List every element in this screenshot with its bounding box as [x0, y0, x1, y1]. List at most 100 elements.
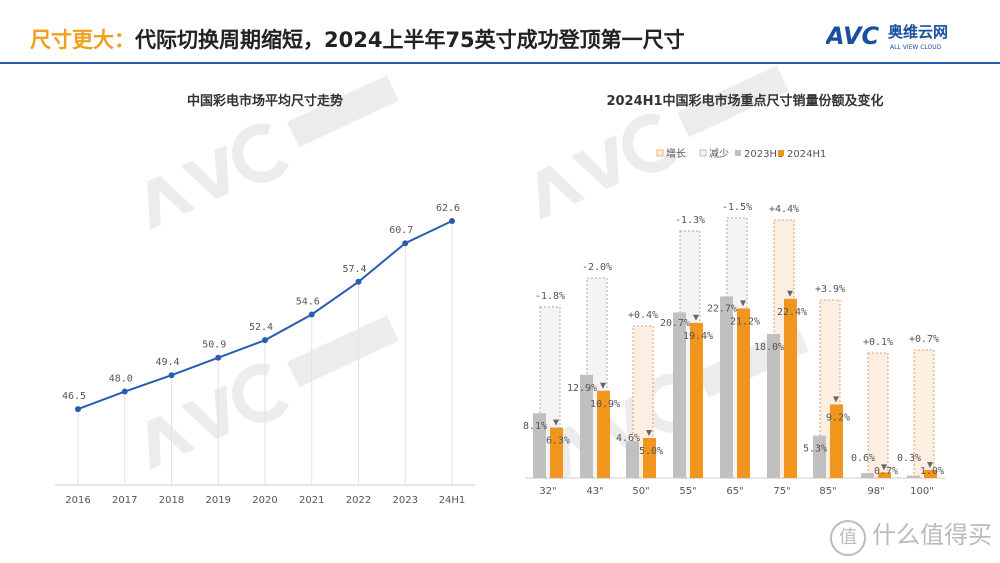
data-label: 8.1%	[523, 421, 547, 432]
data-label: 62.6	[436, 203, 460, 214]
change-label: -1.5%	[722, 202, 752, 213]
change-label: +0.7%	[909, 334, 939, 345]
data-label: 46.5	[62, 391, 86, 402]
data-label: 48.0	[109, 374, 133, 385]
data-label: 12.9%	[567, 383, 597, 394]
x-tick-label: 50"	[632, 486, 649, 497]
x-tick-label: 75"	[773, 486, 790, 497]
change-label: +0.4%	[628, 310, 658, 321]
data-label: 54.6	[296, 296, 320, 307]
data-point	[262, 337, 268, 344]
data-label: 4.6%	[616, 433, 640, 444]
data-label: 57.4	[342, 264, 366, 275]
data-label: 5.0%	[639, 446, 663, 457]
x-tick-label: 32"	[539, 486, 556, 497]
data-label: 20.7%	[660, 318, 690, 329]
bar-2023h1	[907, 475, 920, 478]
bar-2024h1	[924, 470, 937, 478]
arrow-icon	[693, 314, 699, 321]
data-point	[215, 354, 222, 361]
data-label: 1.0%	[920, 466, 944, 477]
data-label: 60.7	[389, 225, 413, 236]
arrow-icon	[740, 300, 746, 307]
data-label: 9.2%	[826, 412, 850, 423]
x-tick-label: 2023	[393, 495, 418, 506]
x-tick-label: 55"	[679, 486, 696, 497]
legend-swatch	[656, 149, 664, 157]
svg-text:ALL VIEW CLOUD: ALL VIEW CLOUD	[890, 44, 942, 51]
legend-label: 2024H1	[787, 149, 826, 160]
legend-swatch	[699, 149, 707, 157]
bar-2024h1	[830, 404, 843, 478]
change-label: +4.4%	[769, 204, 799, 215]
legend-label: 2023H1	[744, 149, 783, 160]
data-label: 50.9	[202, 340, 226, 351]
svg-text:AVC: AVC	[826, 22, 880, 50]
page-title: 尺寸更大：代际切换周期缩短，2024上半年75英寸成功登顶第一尺寸	[30, 28, 685, 52]
x-tick-label: 2019	[206, 495, 231, 506]
x-tick-label: 24H1	[439, 495, 466, 506]
bar-2024h1	[878, 472, 891, 478]
change-label: -1.3%	[675, 215, 705, 226]
legend-swatch	[735, 150, 741, 156]
x-tick-label: 85"	[819, 486, 836, 497]
change-label: -1.8%	[535, 291, 565, 302]
legend-label: 减少	[709, 148, 729, 160]
bar-2023h1	[673, 312, 686, 478]
svg-text:奥维云网: 奥维云网	[888, 23, 948, 41]
avc-watermark	[147, 75, 399, 230]
x-tick-label: 100"	[910, 486, 934, 497]
arrow-icon	[787, 290, 793, 297]
data-label: 21.2%	[730, 316, 760, 327]
data-label: 5.3%	[803, 444, 827, 455]
arrow-icon	[833, 396, 839, 403]
arrow-icon	[600, 382, 606, 389]
arrow-icon	[927, 462, 933, 468]
bar-2024h1	[690, 322, 703, 478]
data-point	[449, 218, 455, 225]
arrow-icon	[553, 419, 559, 426]
change-label: -2.0%	[582, 262, 612, 273]
data-label: 52.4	[249, 322, 273, 333]
data-label: 18.0%	[754, 342, 784, 353]
change-box	[867, 352, 889, 479]
arrow-icon	[881, 464, 887, 471]
title-divider	[0, 62, 1000, 64]
data-label: 0.6%	[851, 453, 875, 464]
avc-watermark	[537, 65, 789, 220]
x-tick-label: 2021	[299, 495, 324, 506]
data-label: 0.7%	[874, 466, 898, 477]
arrow-icon	[646, 430, 652, 436]
data-label: 19.4%	[683, 331, 713, 342]
change-label: +3.9%	[815, 284, 845, 295]
x-tick-label: 43"	[586, 486, 603, 497]
bar-2024h1	[597, 390, 610, 478]
x-tick-label: 2018	[159, 495, 184, 506]
data-label: 49.4	[155, 357, 179, 368]
legend-label: 增长	[666, 147, 686, 160]
data-label: 22.7%	[707, 303, 737, 314]
data-label: 10.9%	[590, 399, 620, 410]
bar-2024h1	[550, 427, 563, 478]
avc-watermark	[147, 315, 399, 470]
bar-2023h1	[580, 374, 593, 478]
x-tick-label: 65"	[726, 486, 743, 497]
x-tick-label: 98"	[867, 486, 884, 497]
data-point	[75, 406, 81, 413]
bar-2023h1	[767, 334, 780, 478]
x-tick-label: 2016	[65, 495, 90, 506]
bar-2023h1	[720, 296, 733, 478]
x-tick-label: 2022	[346, 495, 371, 506]
change-label: +0.1%	[863, 337, 893, 348]
smzdm-watermark: 值什么值得买	[830, 515, 992, 556]
x-tick-label: 2017	[112, 495, 137, 506]
data-point	[355, 278, 362, 285]
bar-2023h1	[626, 441, 639, 478]
data-point	[168, 372, 175, 379]
bar-2023h1	[813, 435, 826, 478]
avc-logo: AVC 奥维云网 ALL VIEW CLOUD	[826, 22, 948, 51]
bar-chart-title: 2024H1中国彩电市场重点尺寸销量份额及变化	[606, 93, 883, 109]
data-point	[402, 240, 409, 247]
data-point	[308, 311, 315, 318]
bar-2024h1	[643, 438, 656, 478]
